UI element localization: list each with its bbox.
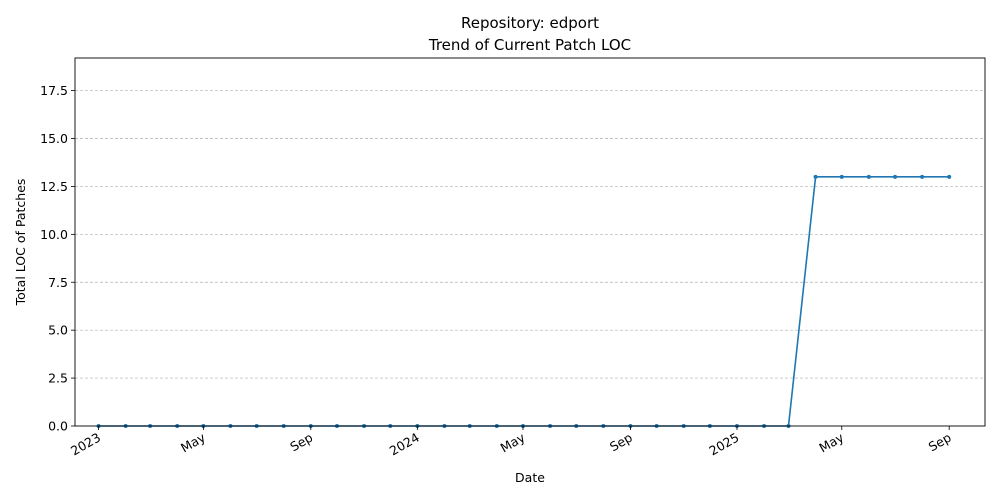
y-tick-label: 12.5	[40, 179, 68, 194]
y-tick-label: 0.0	[48, 419, 68, 434]
y-tick-label: 5.0	[48, 323, 68, 338]
x-tick-label: Sep	[607, 430, 635, 455]
grid-lines	[75, 90, 985, 379]
series-layer	[96, 174, 952, 428]
x-tick-label: May	[816, 429, 846, 455]
plot-frame	[74, 57, 986, 427]
x-tick-label: May	[498, 429, 528, 455]
y-axis: 0.0 2.5 5.0 7.5 10.0 12.5 15.0 17.5	[40, 83, 75, 434]
series-line	[98, 176, 950, 427]
chart-subtitle: Trend of Current Patch LOC	[428, 36, 631, 54]
x-axis-title: Date	[515, 470, 545, 485]
data-point	[813, 174, 818, 179]
x-tick-label: Sep	[287, 430, 315, 455]
data-point	[839, 174, 844, 179]
chart-title: Repository: edport	[461, 14, 599, 32]
data-point	[893, 174, 898, 179]
x-tick-label: 2024	[387, 430, 422, 459]
y-tick-label: 17.5	[40, 83, 68, 98]
x-tick-label: Sep	[926, 430, 954, 455]
y-tick-label: 2.5	[48, 371, 68, 386]
x-tick-label: May	[178, 429, 208, 455]
x-axis: 2023 May Sep 2024 May Sep 2025 May Sep	[68, 426, 954, 459]
data-point	[920, 174, 925, 179]
data-point	[866, 174, 871, 179]
y-tick-label: 15.0	[40, 131, 68, 146]
x-tick-label: 2025	[706, 430, 741, 459]
x-tick-label: 2023	[68, 430, 103, 459]
y-tick-label: 7.5	[48, 275, 68, 290]
y-axis-title: Total LOC of Patches	[13, 179, 28, 307]
y-tick-label: 10.0	[40, 227, 68, 242]
data-point	[947, 174, 952, 179]
